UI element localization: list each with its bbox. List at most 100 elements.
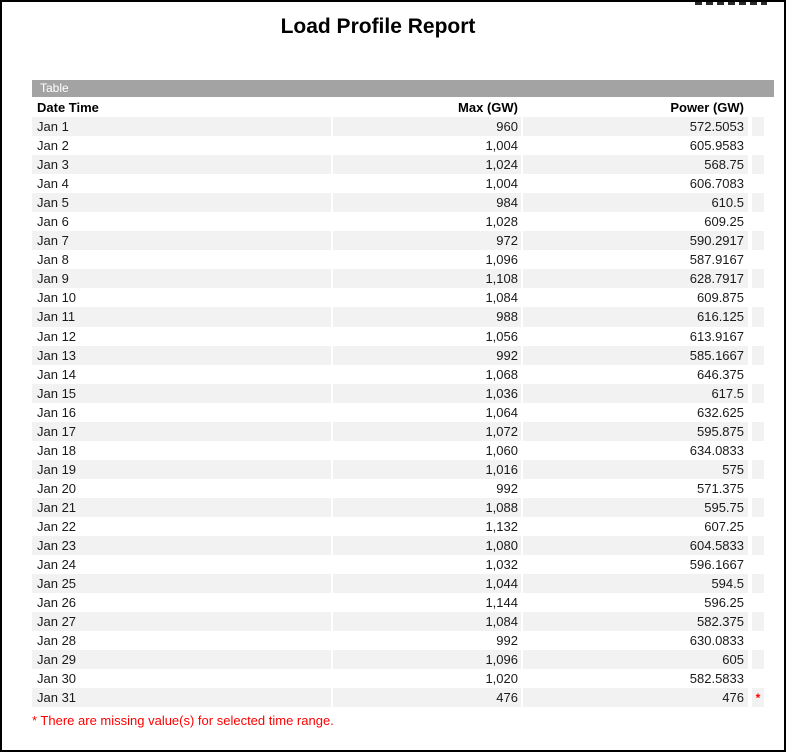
max-cell: 1,036	[333, 383, 521, 403]
power-cell: 568.75	[523, 155, 748, 175]
power-cell: 587.9167	[689, 252, 744, 268]
flag-cell	[752, 117, 764, 137]
flag-cell	[752, 612, 764, 632]
flag-cell	[752, 193, 764, 213]
table-row: Jan 31 476 476 *	[32, 688, 774, 708]
power-cell: 585.1667	[523, 345, 748, 365]
max-cell: 476	[333, 688, 521, 708]
table-row: Jan 28 992 630.0833	[32, 631, 774, 650]
power-cell: 628.7917	[523, 269, 748, 289]
table-row: Jan 2 1,004 605.9583	[32, 136, 774, 155]
flag-cell	[752, 555, 764, 574]
table-row: Jan 26 1,144 596.25	[32, 593, 774, 612]
power-cell: 476	[523, 688, 748, 708]
flag-cell	[752, 669, 764, 688]
power-cell: 595.75	[523, 497, 748, 517]
date-cell: Jan 19	[32, 459, 331, 479]
power-cell: 617.5	[523, 383, 748, 403]
table-row: Jan 29 1,096 605	[32, 650, 774, 670]
table-section-header: Table	[32, 80, 774, 97]
power-cell: 596.1667	[689, 557, 744, 573]
table-row: Jan 20 992 571.375	[32, 479, 774, 498]
flag-cell	[752, 136, 764, 155]
power-cell: 607.25	[704, 519, 744, 534]
date-cell: Jan 21	[32, 497, 331, 517]
max-cell: 1,108	[333, 269, 521, 289]
max-cell: 992	[496, 480, 518, 496]
table-row: Jan 3 1,024 568.75	[32, 155, 774, 175]
power-cell: 605.9583	[689, 138, 744, 154]
flag-cell	[752, 383, 764, 403]
date-cell: Jan 31	[32, 688, 331, 708]
flag-cell	[752, 479, 764, 498]
max-cell: 992	[496, 633, 518, 649]
flag-cell	[752, 288, 764, 307]
date-cell: Jan 14	[37, 366, 77, 382]
flag-cell	[752, 307, 764, 327]
table-row: Jan 8 1,096 587.9167	[32, 250, 774, 269]
column-header-date-time: Date Time	[37, 100, 99, 115]
flag-cell: *	[752, 688, 764, 708]
table-row: Jan 25 1,044 594.5	[32, 574, 774, 594]
date-cell: Jan 27	[32, 612, 331, 632]
table-row: Jan 15 1,036 617.5	[32, 383, 774, 403]
table-row: Jan 6 1,028 609.25	[32, 212, 774, 231]
table-row: Jan 12 1,056 613.9167	[32, 327, 774, 346]
max-cell: 992	[333, 345, 521, 365]
page-title: Load Profile Report	[280, 15, 476, 38]
max-cell: 1,072	[333, 421, 521, 441]
max-cell: 972	[333, 231, 521, 251]
date-cell: Jan 4	[37, 176, 69, 192]
max-cell: 1,032	[485, 557, 518, 573]
date-cell: Jan 10	[37, 290, 77, 306]
max-cell: 1,080	[333, 536, 521, 556]
table-row: Jan 1 960 572.5053	[32, 117, 774, 137]
flag-cell	[752, 155, 764, 175]
missing-values-footnote: * There are missing value(s) for selecte…	[32, 713, 334, 728]
table-section: Table Date Time Max (GW) Power (GW) Jan …	[32, 80, 774, 708]
date-cell: Jan 22	[37, 519, 77, 534]
date-cell: Jan 29	[32, 650, 331, 670]
power-cell: 646.375	[697, 366, 744, 382]
flag-cell	[752, 250, 764, 269]
power-cell: 572.5053	[523, 117, 748, 137]
flag-cell	[752, 536, 764, 556]
table-row: Jan 30 1,020 582.5833	[32, 669, 774, 688]
date-cell: Jan 3	[32, 155, 331, 175]
max-cell: 1,016	[333, 459, 521, 479]
table-row: Jan 21 1,088 595.75	[32, 497, 774, 517]
table-row: Jan 5 984 610.5	[32, 193, 774, 213]
flag-cell	[752, 421, 764, 441]
date-cell: Jan 25	[32, 574, 331, 594]
date-cell: Jan 12	[37, 328, 77, 344]
date-cell: Jan 11	[32, 307, 331, 327]
table-row: Jan 27 1,084 582.375	[32, 612, 774, 632]
max-cell: 1,028	[485, 214, 518, 230]
max-cell: 1,064	[485, 404, 518, 420]
power-cell: 594.5	[523, 574, 748, 594]
date-cell: Jan 16	[37, 404, 77, 420]
power-cell: 604.5833	[523, 536, 748, 556]
power-cell: 613.9167	[689, 328, 744, 344]
table-row: Jan 23 1,080 604.5833	[32, 536, 774, 556]
column-header-flag	[752, 98, 764, 117]
power-cell: 595.875	[523, 421, 748, 441]
date-cell: Jan 5	[32, 193, 331, 213]
clipped-text-fragment	[695, 2, 767, 5]
date-cell: Jan 30	[37, 671, 77, 687]
flag-cell	[752, 593, 764, 612]
power-cell: 590.2917	[523, 231, 748, 251]
max-cell: 1,024	[333, 155, 521, 175]
date-cell: Jan 8	[37, 252, 69, 268]
date-cell: Jan 13	[32, 345, 331, 365]
date-cell: Jan 24	[37, 557, 77, 573]
max-cell: 1,096	[485, 252, 518, 268]
max-cell: 1,096	[333, 650, 521, 670]
date-cell: Jan 17	[32, 421, 331, 441]
date-cell: Jan 15	[32, 383, 331, 403]
date-cell: Jan 7	[32, 231, 331, 251]
flag-cell	[752, 459, 764, 479]
flag-cell	[752, 517, 764, 536]
max-cell: 1,044	[333, 574, 521, 594]
table-row: Jan 7 972 590.2917	[32, 231, 774, 251]
